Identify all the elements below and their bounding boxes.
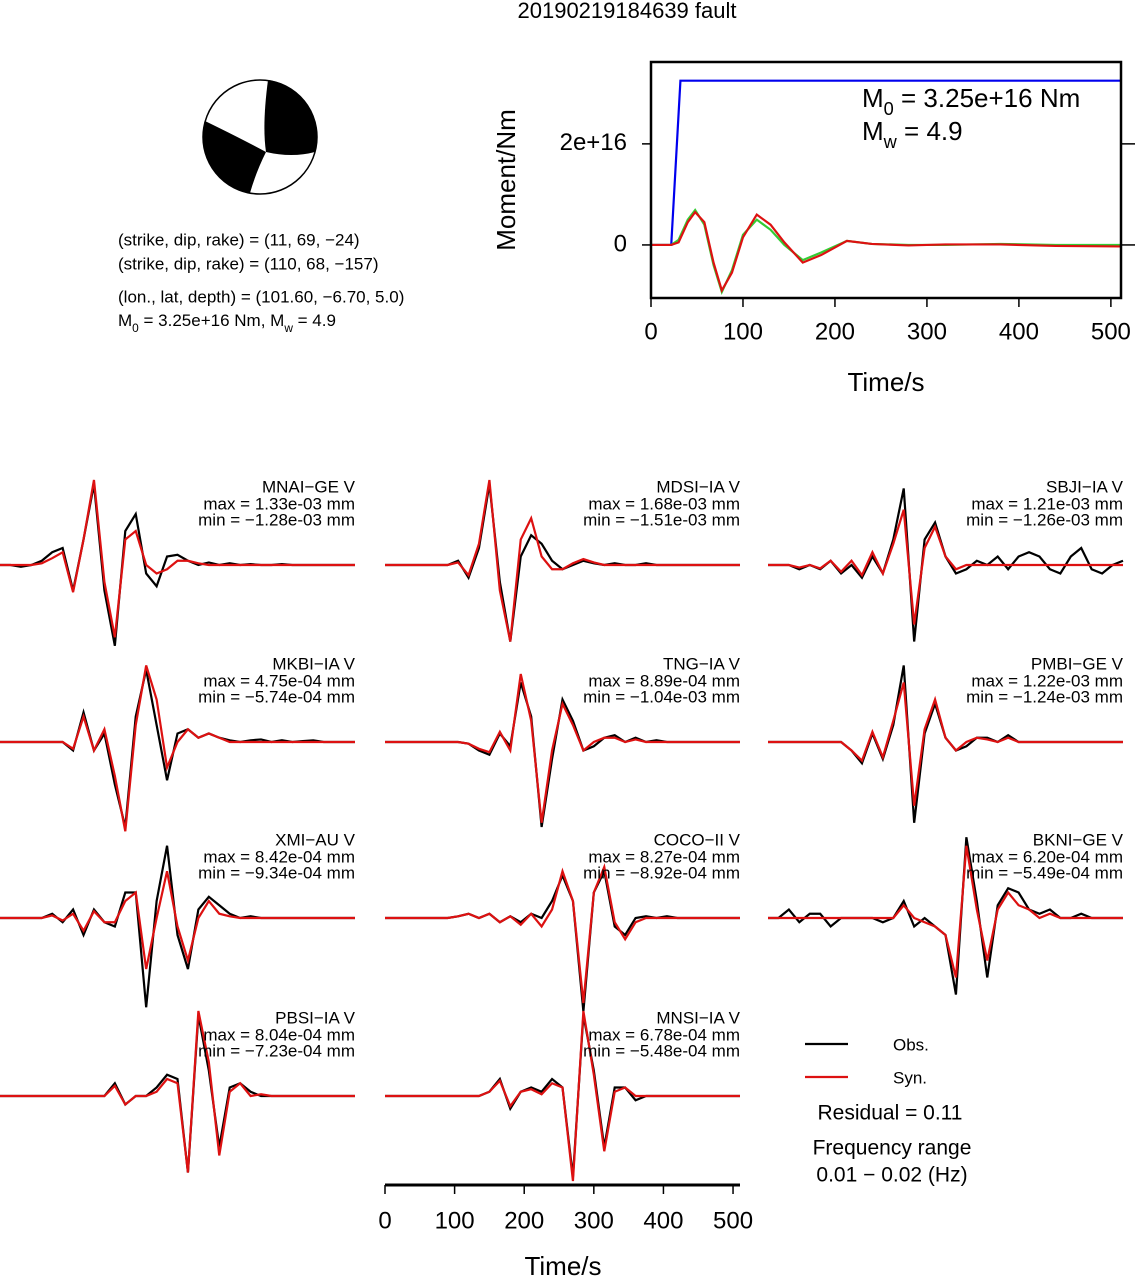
station-min: min = −1.51e-03 mm xyxy=(583,510,740,529)
x-axis-label: Time/s xyxy=(524,1251,601,1281)
y-tick-label: 0 xyxy=(614,230,627,257)
x-tick-label: 200 xyxy=(815,318,855,345)
station-label: MNAI−GE V xyxy=(262,477,356,496)
station-max: max = 1.68e-03 mm xyxy=(588,494,740,513)
station-max: max = 8.89e-04 mm xyxy=(588,671,740,690)
station-min: min = −8.92e-04 mm xyxy=(583,863,740,882)
beachball xyxy=(202,79,318,195)
x-tick-label: 0 xyxy=(378,1207,391,1234)
moment-summary-part: = 4.9 xyxy=(293,311,336,330)
synthetic-trace xyxy=(385,1010,740,1182)
annotation-part: = 4.9 xyxy=(897,116,963,146)
station-max: max = 6.20e-04 mm xyxy=(971,847,1123,866)
mechanism-line: (lon., lat, depth) = (101.60, −6.70, 5.0… xyxy=(118,287,404,306)
mechanism-line: (strike, dip, rake) = (11, 69, −24) xyxy=(118,230,360,249)
station-min: min = −5.74e-04 mm xyxy=(198,687,355,706)
synthetic-trace xyxy=(0,479,355,638)
station-max: max = 1.33e-03 mm xyxy=(203,494,355,513)
y-axis-label: Moment/Nm xyxy=(491,109,521,251)
legend-label: Syn. xyxy=(893,1068,927,1087)
synthetic-trace xyxy=(768,682,1123,806)
x-tick-label: 100 xyxy=(723,318,763,345)
station-max: max = 1.21e-03 mm xyxy=(971,494,1123,513)
station-label: COCO−II V xyxy=(654,830,741,849)
annotation: M0 = 3.25e+16 Nm xyxy=(862,83,1080,119)
x-tick-label: 400 xyxy=(999,318,1039,345)
annotation-part: M xyxy=(862,116,884,146)
station-max: max = 8.42e-04 mm xyxy=(203,847,355,866)
moment-summary-part: = 3.25e+16 Nm, M xyxy=(139,311,285,330)
station-max: max = 8.27e-04 mm xyxy=(588,847,740,866)
synthetic-trace xyxy=(385,863,740,1004)
station-max: max = 8.04e-04 mm xyxy=(203,1025,355,1044)
synthetic-trace xyxy=(385,479,740,642)
observed-trace xyxy=(385,867,740,1012)
x-axis-label: Time/s xyxy=(847,367,924,397)
moment-summary-part: w xyxy=(283,321,293,335)
annotation-part: w xyxy=(883,132,898,152)
x-tick-label: 0 xyxy=(644,318,657,345)
beachball-compression xyxy=(202,121,266,193)
station-min: min = −5.48e-04 mm xyxy=(583,1041,740,1060)
plot-frame xyxy=(649,60,1123,300)
station-label: XMI−AU V xyxy=(275,830,355,849)
station-max: max = 6.78e-04 mm xyxy=(588,1025,740,1044)
synthetic-trace xyxy=(0,1010,355,1173)
station-label: MKBI−IA V xyxy=(272,654,355,673)
annotation-part: 0 xyxy=(884,99,894,119)
station-label: PMBI−GE V xyxy=(1031,654,1124,673)
x-tick-label: 500 xyxy=(1091,318,1131,345)
frequency-range: Frequency range xyxy=(813,1137,972,1160)
legend-label: Obs. xyxy=(893,1035,929,1054)
station-min: min = −7.23e-04 mm xyxy=(198,1041,355,1060)
station-min: min = −5.49e-04 mm xyxy=(966,863,1123,882)
moment-line xyxy=(651,208,1121,295)
station-label: BKNI−GE V xyxy=(1033,830,1124,849)
synthetic-trace xyxy=(0,871,355,970)
beachball-compression xyxy=(264,80,318,155)
station-max: max = 1.22e-03 mm xyxy=(971,671,1123,690)
x-tick-label: 400 xyxy=(643,1207,683,1234)
frequency-range: 0.01 − 0.02 (Hz) xyxy=(816,1164,967,1187)
annotation-part: M xyxy=(862,83,884,113)
x-tick-label: 300 xyxy=(907,318,947,345)
station-min: min = −1.24e-03 mm xyxy=(966,687,1123,706)
station-label: MDSI−IA V xyxy=(656,477,740,496)
annotation-part: = 3.25e+16 Nm xyxy=(894,83,1080,113)
moment-summary-part: 0 xyxy=(132,321,139,335)
synthetic-trace xyxy=(768,845,1123,978)
station-label: PBSI−IA V xyxy=(275,1008,356,1027)
residual: Residual = 0.11 xyxy=(818,1102,963,1125)
figure-title: 20190219184639 fault xyxy=(518,0,737,23)
station-min: min = −9.34e-04 mm xyxy=(198,863,355,882)
station-min: min = −1.28e-03 mm xyxy=(198,510,355,529)
station-label: MNSI−IA V xyxy=(656,1008,740,1027)
moment-summary-part: M xyxy=(118,311,132,330)
station-label: SBJI−IA V xyxy=(1046,477,1124,496)
x-tick-label: 100 xyxy=(435,1207,475,1234)
moment-line xyxy=(651,210,1122,294)
station-min: min = −1.04e-03 mm xyxy=(583,687,740,706)
annotation: Mw = 4.9 xyxy=(862,116,963,152)
x-tick-label: 300 xyxy=(574,1207,614,1234)
y-tick-label: 2e+16 xyxy=(560,129,627,156)
synthetic-trace xyxy=(385,673,740,823)
moment-summary: M0 = 3.25e+16 Nm, Mw = 4.9 xyxy=(118,311,336,335)
station-label: TNG−IA V xyxy=(663,654,741,673)
station-max: max = 4.75e-04 mm xyxy=(203,671,355,690)
synthetic-trace xyxy=(0,665,355,832)
x-tick-label: 200 xyxy=(504,1207,544,1234)
x-tick-label: 500 xyxy=(713,1207,753,1234)
synthetic-trace xyxy=(768,509,1123,625)
station-min: min = −1.26e-03 mm xyxy=(966,510,1123,529)
mechanism-line: (strike, dip, rake) = (110, 68, −157) xyxy=(118,254,378,273)
